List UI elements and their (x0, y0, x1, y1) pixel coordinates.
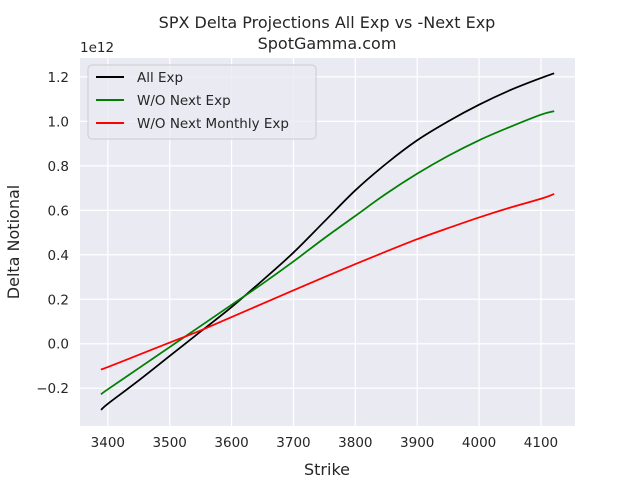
x-tick-label: 3800 (338, 435, 372, 451)
y-tick-label: 1.2 (48, 70, 69, 86)
y-tick-label: 0.0 (48, 337, 69, 353)
chart-subtitle: SpotGamma.com (258, 34, 397, 53)
y-axis-label: Delta Notional (4, 185, 23, 299)
x-axis-label: Strike (304, 460, 350, 479)
x-tick-label: 4000 (462, 435, 496, 451)
y-tick-label: 0.2 (48, 292, 69, 308)
x-tick-label: 3400 (91, 435, 125, 451)
y-tick-label: −0.2 (36, 381, 69, 397)
x-tick-label: 3700 (276, 435, 310, 451)
legend-label: W/O Next Exp (137, 93, 231, 109)
legend: All Exp W/O Next Exp W/O Next Monthly Exp (87, 64, 317, 140)
y-tick-label: 0.4 (48, 248, 69, 264)
series-line-wo-next-exp (100, 110, 555, 395)
x-tick-label: 3500 (153, 435, 187, 451)
y-tick-label: 0.6 (48, 203, 69, 219)
series-line-all-exp (100, 72, 555, 411)
y-tick-label: 1.0 (48, 114, 69, 130)
y-offset-label: 1e12 (80, 40, 114, 56)
x-tick-label: 3600 (214, 435, 248, 451)
legend-label: All Exp (137, 70, 183, 86)
legend-label: W/O Next Monthly Exp (137, 116, 289, 132)
x-tick-label: 4100 (524, 435, 558, 451)
y-tick-label: 0.8 (48, 159, 69, 175)
tick-labels: 3400 3500 3600 3700 3800 3900 4000 4100 −0.2 0.0 0… (36, 70, 558, 451)
x-tick-label: 3900 (400, 435, 434, 451)
chart-title: SPX Delta Projections All Exp vs -Next E… (159, 13, 496, 32)
series-line-wo-next-monthly-exp (100, 193, 555, 371)
series-lines (100, 72, 555, 411)
legend-box (87, 64, 317, 140)
